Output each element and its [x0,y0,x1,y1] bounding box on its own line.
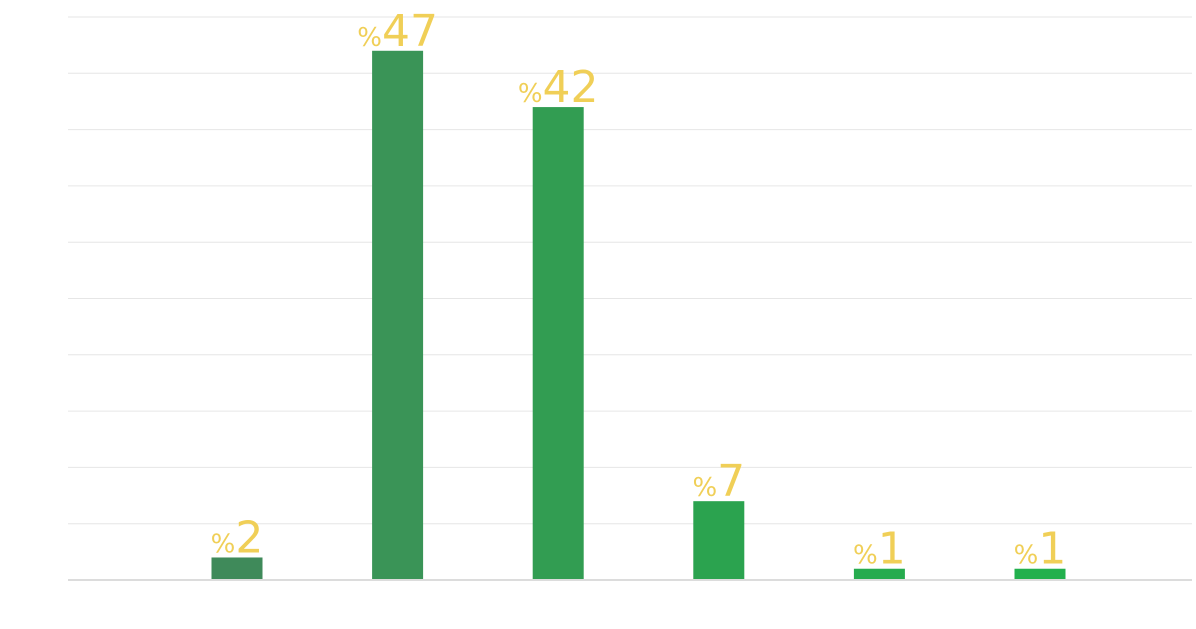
data-label-value: 1 [878,524,906,575]
data-label: %42 [518,62,599,113]
data-label: %1 [1014,524,1067,575]
bars [211,50,1066,580]
bar [853,568,905,580]
data-label-value: 42 [543,62,599,113]
data-label-value: 7 [717,456,745,507]
bar [693,501,745,580]
data-label: %2 [211,512,264,563]
bar [211,557,263,580]
bar [1014,568,1066,580]
data-label-value: 47 [382,6,438,57]
data-label: %7 [692,456,745,507]
data-labels: %2%47%42%7%1 %1 [211,6,1067,575]
gridlines [68,16,1192,525]
data-label-prefix: % [211,529,236,559]
data-label-prefix: % [853,541,878,571]
data-label-prefix: % [518,79,543,109]
data-label: %47 [357,6,438,57]
data-label-value: 1 [1038,524,1066,575]
bar [372,50,424,580]
data-label-value: 2 [235,512,263,563]
data-label: %1 [853,524,906,575]
data-label-prefix: % [357,23,382,53]
bar [532,107,584,580]
data-label-prefix: % [692,473,717,503]
data-label-prefix: % [1014,541,1039,571]
